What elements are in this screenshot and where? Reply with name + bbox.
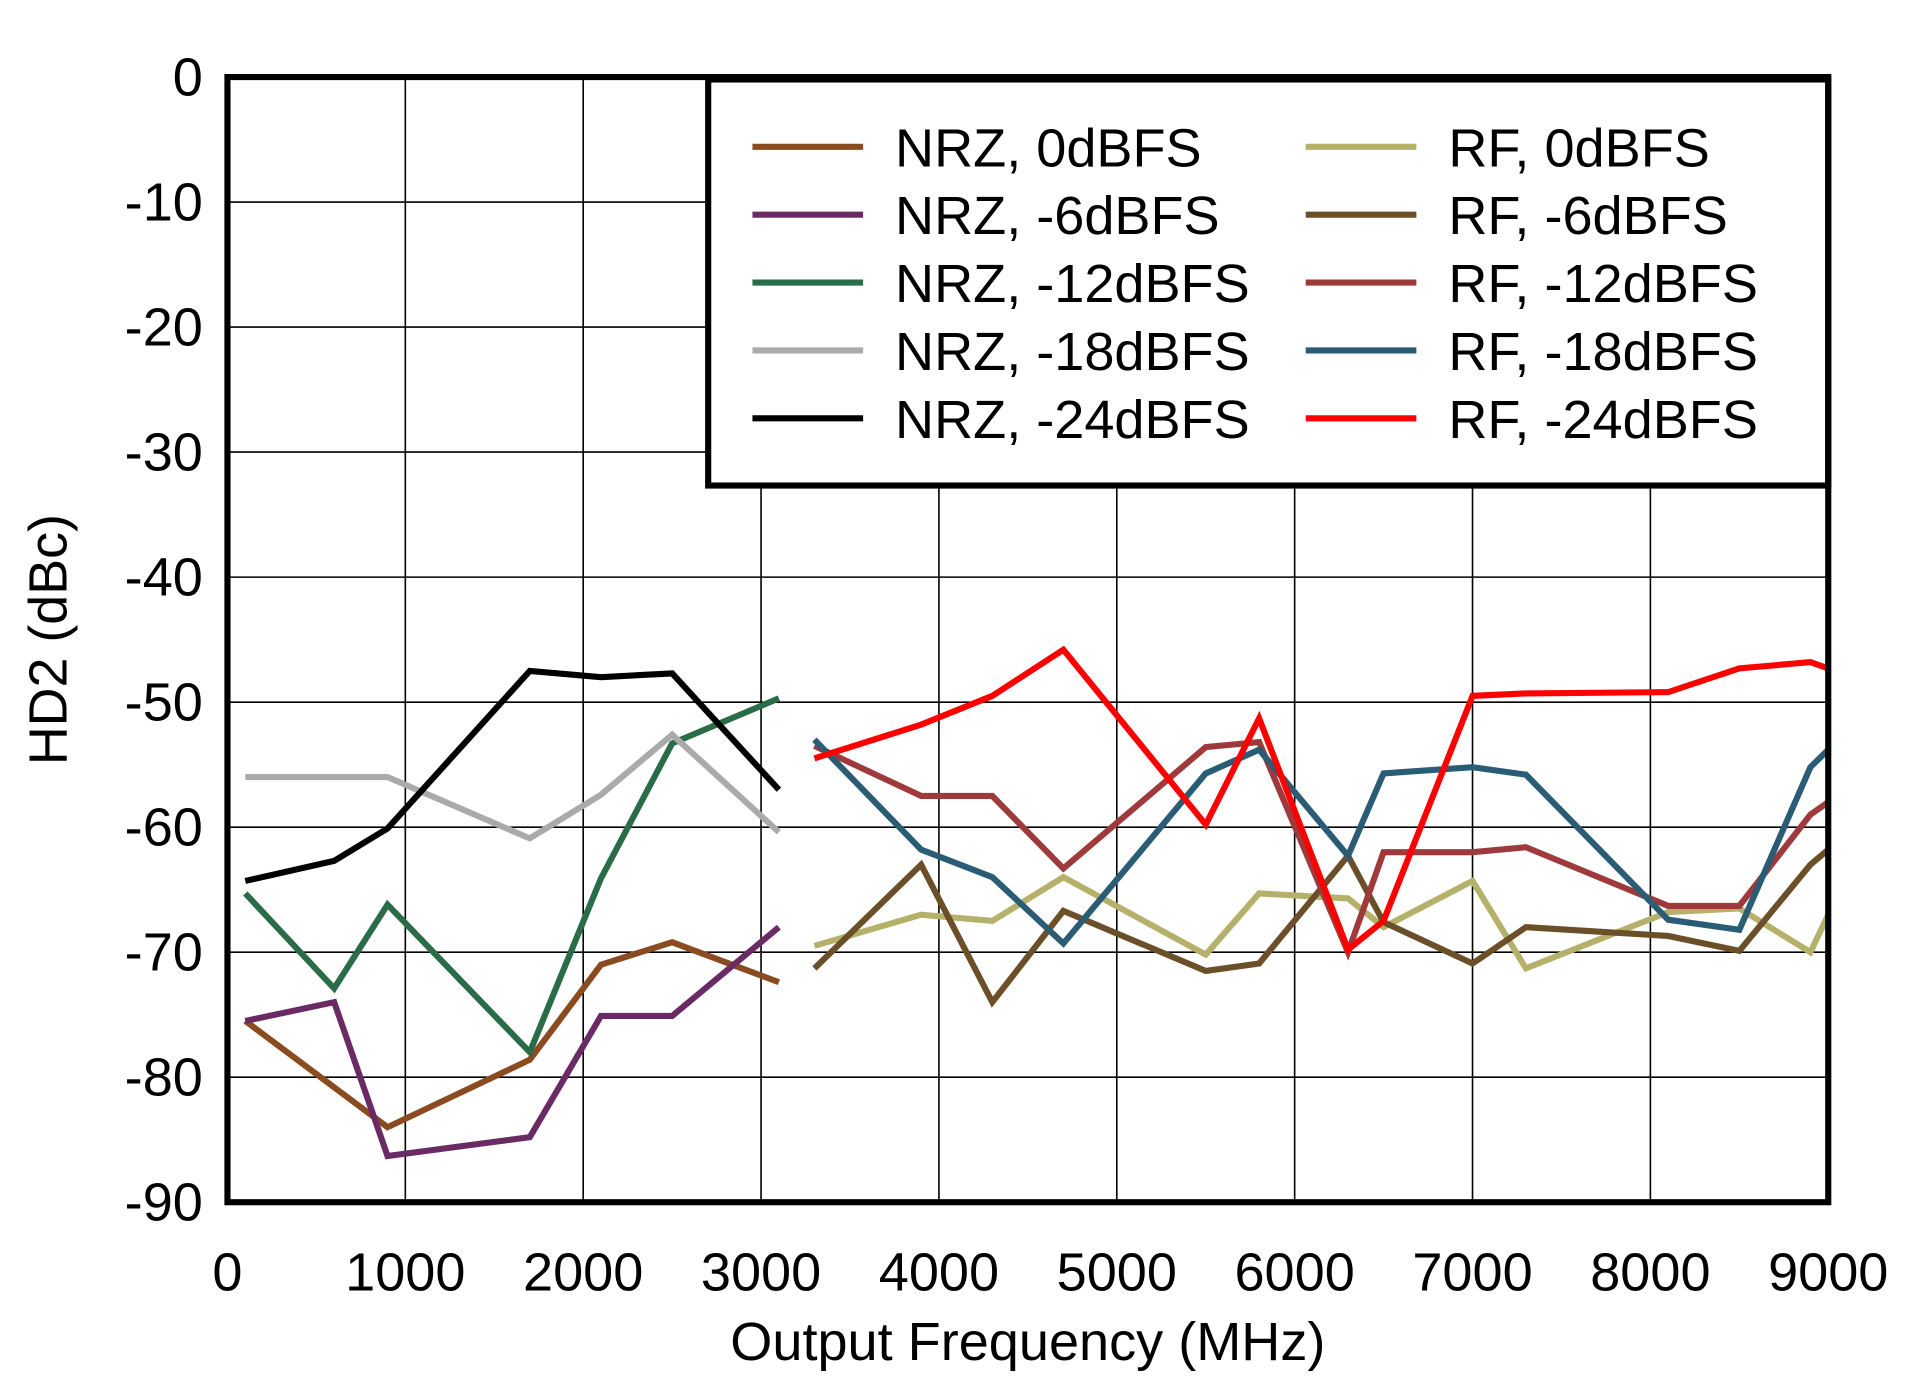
legend-label: RF, 0dBFS xyxy=(1448,118,1709,178)
series-line-4 xyxy=(244,667,782,884)
x-tick-label: 0 xyxy=(212,1242,242,1302)
legend-label: NRZ, -6dBFS xyxy=(895,186,1220,246)
legend-label: RF, -6dBFS xyxy=(1448,186,1727,246)
x-tick-label: 4000 xyxy=(879,1242,999,1302)
tick-labels: 0 1000 2000 3000 4000 5000 6000 7000 8000 9000 0 -1… xyxy=(125,48,1889,1303)
y-axis-label: HD2 (dBc) xyxy=(18,514,78,765)
legend-label: RF, -18dBFS xyxy=(1448,322,1758,382)
x-tick-label: 3000 xyxy=(701,1242,821,1302)
y-tick-label: -60 xyxy=(125,798,203,858)
series-line-2 xyxy=(243,695,781,1058)
x-tick-label: 2000 xyxy=(523,1242,643,1302)
series-line-0 xyxy=(243,938,780,1131)
y-tick-label: -50 xyxy=(125,673,203,733)
legend-label: NRZ, -12dBFS xyxy=(895,254,1250,314)
y-tick-label: -30 xyxy=(125,423,203,483)
legend-label: NRZ, 0dBFS xyxy=(895,118,1202,178)
legend-label: NRZ, -24dBFS xyxy=(895,390,1250,450)
y-tick-label: 0 xyxy=(173,48,203,108)
legend-label: NRZ, -18dBFS xyxy=(895,322,1250,382)
legend: NRZ, 0dBFS NRZ, -6dBFS NRZ, -12dBFS NRZ, -1… xyxy=(705,76,1832,489)
y-tick-label: -20 xyxy=(125,298,203,358)
series-line-1 xyxy=(244,924,781,1160)
y-tick-label: -90 xyxy=(125,1173,203,1233)
series-line-5 xyxy=(813,873,1832,973)
y-tick-label: -80 xyxy=(125,1048,203,1108)
y-tick-label: -70 xyxy=(125,923,203,983)
x-axis-label: Output Frequency (MHz) xyxy=(730,1312,1325,1372)
plot-frame xyxy=(224,73,1832,1206)
series-line-6 xyxy=(812,847,1831,1008)
series-line-8 xyxy=(812,737,1831,948)
series-lines xyxy=(243,645,1832,1160)
series-line-9 xyxy=(813,645,1830,955)
series-line-7 xyxy=(813,738,1831,961)
y-tick-label: -40 xyxy=(125,548,203,608)
x-tick-label: 5000 xyxy=(1057,1242,1177,1302)
x-tick-label: 1000 xyxy=(345,1242,465,1302)
legend-label: RF, -24dBFS xyxy=(1448,390,1758,450)
series-line-3 xyxy=(245,730,781,842)
x-tick-label: 8000 xyxy=(1590,1242,1710,1302)
legend-label: RF, -12dBFS xyxy=(1448,254,1758,314)
x-tick-label: 7000 xyxy=(1412,1242,1532,1302)
x-tick-label: 6000 xyxy=(1234,1242,1354,1302)
x-tick-label: 9000 xyxy=(1768,1242,1888,1302)
y-tick-label: -10 xyxy=(125,173,203,233)
